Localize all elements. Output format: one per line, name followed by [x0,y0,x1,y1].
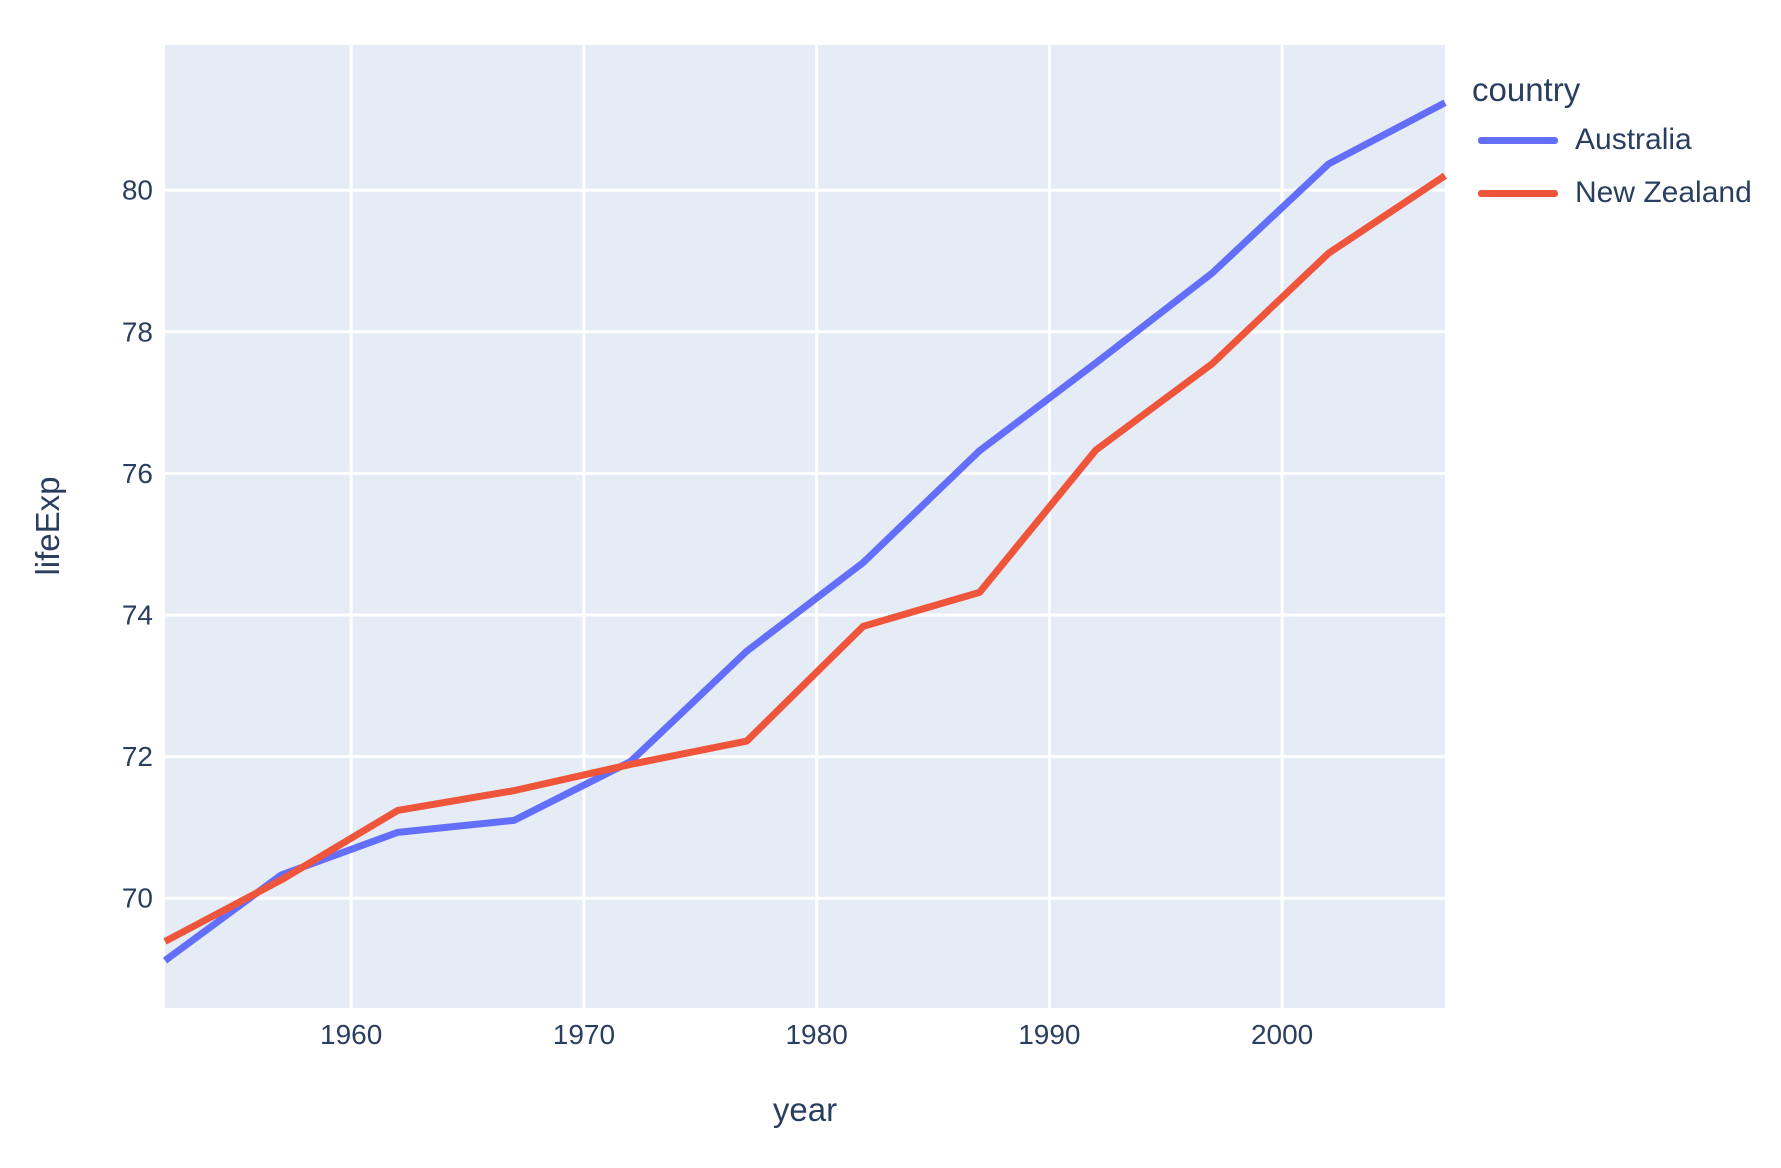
legend-title: country [1472,71,1581,108]
legend-line-swatch [1478,136,1558,144]
legend-item-australia[interactable]: Australia [1470,118,1752,162]
series-line-australia[interactable] [162,99,1447,964]
x-tick-label: 1970 [553,1019,615,1050]
x-tick-label: 2000 [1251,1019,1313,1050]
y-tick-label: 72 [122,741,153,772]
y-tick-label: 70 [122,883,153,914]
x-tick-label: 1980 [785,1019,847,1050]
plot-area[interactable] [165,45,1445,1008]
y-tick-label: 78 [122,316,153,347]
legend-item-new-zealand[interactable]: New Zealand [1470,171,1752,215]
series-line-new-zealand[interactable] [163,172,1447,945]
y-tick-label: 74 [122,600,153,631]
legend-items: Australia New Zealand [1470,118,1752,215]
legend-line-swatch [1478,189,1558,197]
y-tick-label: 80 [122,175,153,206]
y-tick-label: 76 [122,458,153,489]
legend-item-label: New Zealand [1575,176,1752,209]
legend: country Australia New Zealand [1470,70,1752,215]
x-tick-label: 1990 [1018,1019,1080,1050]
x-axis-title: year [772,1091,838,1128]
legend-item-label: Australia [1575,123,1692,156]
y-axis-title: lifeExp [29,476,66,576]
x-tick-label: 1960 [320,1019,382,1050]
